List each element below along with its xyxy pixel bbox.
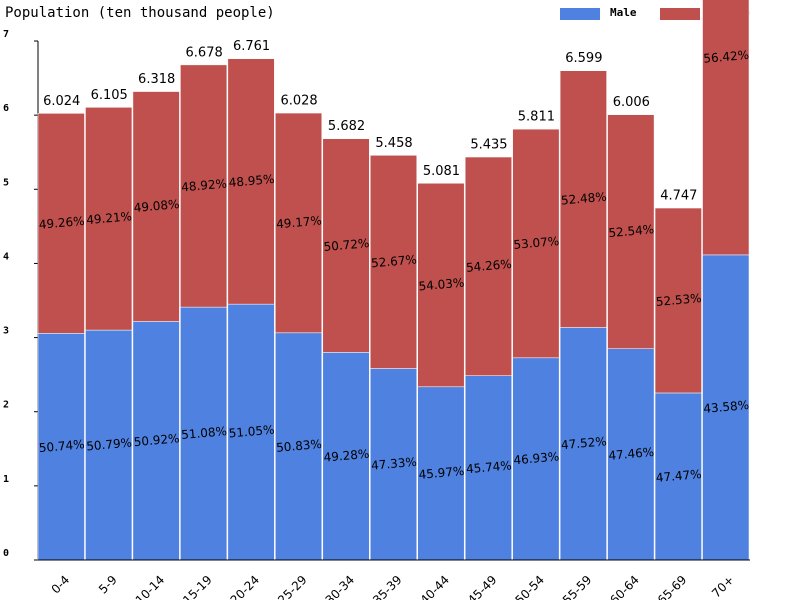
segment-label: 49.08% [133, 197, 180, 215]
y-tick-label: 6 [3, 103, 9, 114]
segment-label: 50.92% [133, 431, 180, 449]
total-label: 6.318 [138, 72, 175, 87]
bar-segment [512, 357, 560, 561]
segment-label: 46.93% [513, 449, 560, 467]
x-tick-label: 50-54 [512, 573, 547, 600]
total-label: 6.761 [233, 39, 270, 54]
bar-segment [322, 352, 370, 561]
bar-segment [464, 375, 512, 561]
total-label: 5.811 [518, 110, 555, 125]
y-tick-label: 4 [3, 251, 9, 262]
bar-segment [417, 386, 465, 561]
bar-segment [702, 254, 750, 561]
total-label: 6.006 [613, 95, 650, 110]
total-label: 4.747 [660, 189, 697, 204]
x-tick-label: 25-29 [275, 573, 310, 600]
x-tick-label: 10-14 [133, 573, 168, 600]
x-tick-label: 30-34 [323, 573, 358, 600]
total-label: 5.081 [423, 164, 460, 179]
x-tick-label: 0-4 [49, 573, 73, 597]
segment-label: 50.72% [323, 236, 370, 254]
chart-title: Population (ten thousand people) [5, 5, 275, 21]
x-tick-label: 45-49 [465, 573, 500, 600]
bar-segment [322, 138, 370, 353]
segment-label: 50.83% [276, 437, 323, 455]
bar-segment [370, 155, 417, 369]
total-label: 5.458 [375, 136, 412, 151]
segment-label: 48.92% [181, 177, 228, 195]
segment-label: 54.03% [418, 276, 465, 294]
segment-label: 52.67% [371, 252, 418, 270]
segment-label: 48.95% [228, 172, 275, 190]
x-tick-label: 40-44 [418, 573, 453, 600]
x-tick-label: 15-19 [180, 573, 215, 600]
segment-label: 47.52% [560, 434, 607, 452]
x-tick-label: 5-9 [96, 573, 120, 597]
total-label: 6.105 [91, 88, 128, 103]
bar-segment [227, 303, 275, 561]
total-label: 5.435 [470, 138, 507, 153]
segment-label: 54.26% [465, 257, 512, 275]
bar-segment [85, 107, 133, 331]
y-tick-label: 2 [3, 400, 9, 411]
total-label: 5.682 [328, 119, 365, 134]
segment-label: 49.17% [276, 213, 323, 231]
bar-segment [654, 207, 702, 394]
bar-segment [227, 58, 275, 305]
total-label: 6.599 [565, 51, 602, 66]
segment-label: 50.79% [86, 436, 133, 454]
bar-segment [559, 327, 607, 561]
segment-label: 52.48% [560, 190, 607, 208]
x-tick-label: 35-39 [370, 573, 405, 600]
segment-label: 49.21% [86, 209, 133, 227]
x-tick-label: 65-69 [655, 573, 690, 600]
segment-label: 53.07% [513, 234, 560, 252]
y-tick-label: 3 [3, 326, 9, 337]
legend-swatch [660, 8, 700, 20]
bar-segment [37, 333, 85, 561]
y-tick-label: 0 [3, 548, 9, 559]
segment-label: 52.54% [608, 222, 655, 240]
y-tick-label: 1 [3, 474, 9, 485]
segment-label: 51.05% [228, 423, 275, 441]
bar-segment [512, 128, 560, 359]
bar-segment [464, 156, 512, 376]
y-tick-label: 7 [3, 29, 9, 40]
y-tick-label: 5 [3, 177, 9, 188]
total-label: 6.678 [186, 45, 223, 60]
bar-segment [417, 183, 465, 388]
segment-label: 52.53% [655, 291, 702, 309]
bar-segment [607, 114, 655, 349]
bar-segment [559, 70, 607, 328]
segment-label: 56.42% [703, 48, 750, 66]
total-label: 6.024 [43, 94, 80, 109]
segment-label: 49.26% [38, 214, 85, 232]
segment-label: 43.58% [703, 398, 750, 416]
bar-segment [37, 113, 85, 334]
bar-segment [132, 91, 180, 322]
segment-label: 45.74% [465, 458, 512, 476]
x-tick-label: 60-64 [607, 573, 642, 600]
x-tick-label: 20-24 [228, 573, 263, 600]
bar-segment [180, 64, 228, 308]
total-label: 6.028 [280, 94, 317, 109]
segment-label: 51.08% [181, 424, 228, 442]
bar-segment [370, 368, 417, 561]
x-tick-label: 70+ [709, 573, 737, 600]
segment-label: 47.33% [371, 455, 418, 473]
segment-label: 50.74% [38, 437, 85, 455]
segment-label: 47.47% [655, 467, 702, 485]
segment-label: 47.46% [608, 445, 655, 463]
segment-label: 49.28% [323, 447, 370, 465]
bar-segment [702, 0, 750, 256]
bar-segment [275, 112, 323, 334]
bar-segment [85, 329, 133, 561]
segment-label: 45.97% [418, 464, 465, 482]
legend-swatch [560, 8, 600, 20]
legend-label: Male [610, 6, 637, 19]
x-tick-label: 55-59 [560, 573, 595, 600]
